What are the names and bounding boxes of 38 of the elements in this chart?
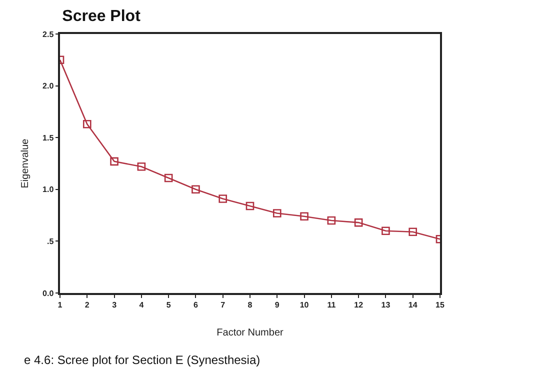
x-tick-label: 4 <box>139 300 144 310</box>
y-tick-label: 2.5 <box>42 30 54 39</box>
x-tick-label: 1 <box>58 300 63 310</box>
x-tick-label: 6 <box>193 300 198 310</box>
x-tick-label: 15 <box>436 300 445 310</box>
x-tick-label: 5 <box>166 300 172 310</box>
point <box>408 228 418 236</box>
point <box>82 120 92 128</box>
point <box>110 157 118 166</box>
point <box>218 194 228 203</box>
x-tick-label: 14 <box>408 300 418 310</box>
point <box>327 216 336 225</box>
x-tick-label: 13 <box>381 300 391 310</box>
point <box>272 209 282 218</box>
x-tick-label: 3 <box>112 300 118 310</box>
text: e 4.6: Scree plot for Section E (Synesthesia) <box>24 353 260 367</box>
y-tick-label: .5 <box>46 237 54 246</box>
x-tick-label: 12 <box>354 300 364 310</box>
point <box>137 162 146 171</box>
x-axis-title: Factor Number <box>216 327 284 338</box>
x-tick-label: 2 <box>84 300 90 310</box>
y-axis-title: Eigenvalue <box>20 138 32 188</box>
point <box>354 218 363 227</box>
y-tick-label: 2.0 <box>42 82 54 91</box>
x-tick-label: 10 <box>300 300 310 310</box>
y-tick-label: 0.0 <box>42 288 54 298</box>
x-tick-label: 7 <box>220 300 226 310</box>
point <box>300 212 308 220</box>
x-tick-label: 9 <box>274 300 280 310</box>
x-tick-label: 8 <box>248 300 253 310</box>
point <box>382 226 390 235</box>
y-tick-label: 1.0 <box>42 185 54 194</box>
point <box>164 174 173 182</box>
point <box>192 185 200 194</box>
chart-title: Scree Plot <box>62 8 142 25</box>
point <box>246 202 254 210</box>
x-tick-label: 11 <box>327 300 336 310</box>
y-tick-label: 1.5 <box>42 133 54 142</box>
